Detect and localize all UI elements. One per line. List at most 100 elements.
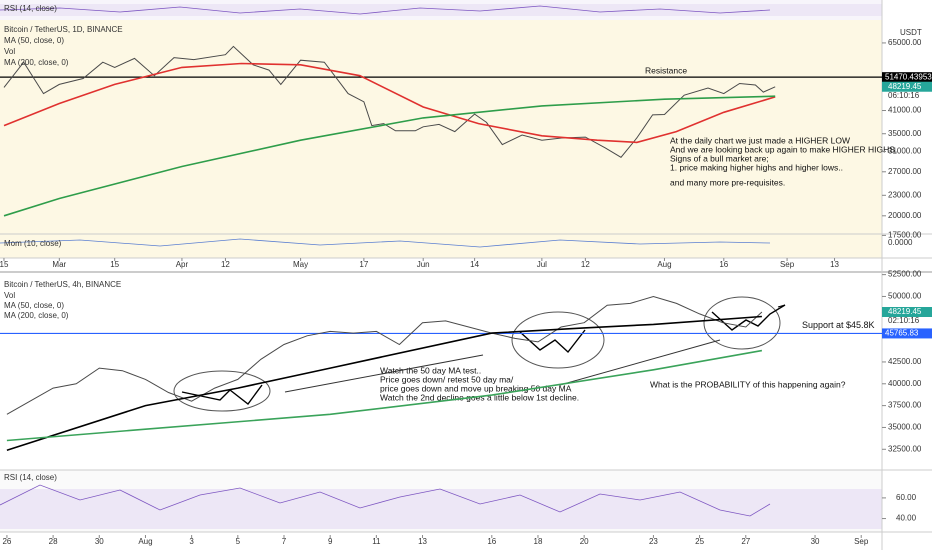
x-tick-label: 15 [110, 260, 119, 269]
y-tick-label: 52500.00 [888, 270, 922, 279]
rsi-tick-label: 60.00 [896, 493, 917, 502]
rsi-label: RSI (14, close) [4, 473, 57, 482]
question: What is the PROBABILITY of this happenin… [650, 379, 846, 389]
price-panel [0, 20, 882, 234]
series-line [3, 45, 776, 158]
annotation-line: 1. price making higher highs and higher … [670, 162, 843, 172]
x-tick-label: 9 [328, 537, 333, 546]
pattern-path [711, 304, 786, 331]
annotation-line: Price goes down/ retest 50 day ma/ [380, 374, 514, 384]
last-price-label: 48219.45 [888, 307, 922, 316]
support-marker [882, 328, 932, 339]
last-price-label: 48219.45 [888, 82, 922, 91]
legend-ma200: MA (200, close, 0) [4, 311, 69, 320]
x-tick-label: Aug [657, 260, 671, 269]
rsi-line [0, 5, 771, 15]
x-tick-label: 26 [2, 537, 11, 546]
y-tick-label: 35000.00 [888, 129, 922, 138]
x-tick-label: 17 [359, 260, 368, 269]
x-tick-label: May [293, 260, 308, 269]
x-tick-label: 3 [189, 537, 194, 546]
legend-vol: Vol [4, 47, 15, 56]
x-tick-label: 18 [534, 537, 543, 546]
last-price-marker [882, 307, 932, 318]
mom-axis-label: 0.0000 [888, 238, 913, 247]
mom-panel [0, 234, 882, 258]
y-tick-label: 41000.00 [888, 106, 922, 115]
y-tick-label: 35000.00 [888, 423, 922, 432]
y-tick-label: 32500.00 [888, 444, 922, 453]
annotation-line: price goes down and move up breaking 50 … [380, 383, 572, 393]
x-tick-label: 16 [487, 537, 496, 546]
ellipse [173, 370, 271, 412]
x-tick-label: Sep [780, 260, 795, 269]
legend-vol: Vol [4, 291, 15, 300]
rsi-label: RSI (14, close) [4, 4, 57, 13]
x-tick-label: 11 [372, 537, 381, 546]
support-value-label: 45765.83 [885, 329, 919, 338]
y-tick-label: 65000.00 [888, 38, 922, 47]
y-tick-label: 42500.00 [888, 357, 922, 366]
y-tick-label: 50000.00 [888, 292, 922, 301]
series-line [3, 62, 776, 144]
x-tick-label: 7 [282, 537, 287, 546]
annotation: Watch the 50 day MA test.. Price goes do… [380, 365, 846, 402]
legend-title: Bitcoin / TetherUS, 4h, BINANCE [4, 280, 121, 289]
y-tick-label: 27000.00 [888, 167, 922, 176]
legend-ma50: MA (50, close, 0) [4, 36, 64, 45]
resistance-label: Resistance [645, 65, 687, 75]
series-line [6, 349, 763, 442]
x-tick-label: 16 [719, 260, 728, 269]
x-tick-label: 28 [49, 537, 58, 546]
support-label: Support at $45.8K [802, 320, 875, 330]
x-tick-label: 30 [95, 537, 104, 546]
x-tick-label: Apr [176, 260, 189, 269]
pattern-path [519, 329, 586, 354]
x-tick-label: 30 [811, 537, 820, 546]
x-tick-label: 20 [580, 537, 589, 546]
mom-label: Mom (10, close) [4, 239, 62, 248]
x-tick-label: 27 [741, 537, 750, 546]
y-tick-label: 37500.00 [888, 401, 922, 410]
pattern-path [181, 384, 263, 405]
annotation-line: Watch the 50 day MA test.. [380, 365, 481, 375]
x-tick-label: Jun [417, 260, 430, 269]
x-tick-label: 12 [581, 260, 590, 269]
x-tick-label: Sep [854, 537, 869, 546]
annotation-line: and many more pre-requisites. [670, 177, 785, 187]
arrow [559, 339, 721, 386]
rsi-band [0, 4, 882, 16]
resistance-marker [882, 72, 932, 83]
legend-title: Bitcoin / TetherUS, 1D, BINANCE [4, 25, 123, 34]
y-tick-label: 23000.00 [888, 190, 922, 199]
x-tick-label: 12 [221, 260, 230, 269]
ellipse [703, 296, 781, 350]
y-tick-label: 17500.00 [888, 231, 922, 240]
rsi-band [0, 489, 882, 529]
series-line [6, 295, 763, 415]
x-tick-label: 25 [695, 537, 704, 546]
rsi-line [0, 484, 771, 517]
countdown: 06:10:16 [888, 91, 920, 100]
annotation: At the daily chart we just made a HIGHER… [670, 135, 897, 187]
x-tick-label: 13 [418, 537, 427, 546]
annotation-line: At the daily chart we just made a HIGHER… [670, 135, 850, 145]
rsi-tick-label: 40.00 [896, 514, 917, 523]
x-tick-label: Jul [537, 260, 547, 269]
x-tick-label: Aug [138, 537, 152, 546]
legend-ma50: MA (50, close, 0) [4, 301, 64, 310]
x-tick-label: Mar [52, 260, 66, 269]
y-tick-label: 20000.00 [888, 211, 922, 220]
currency: USDT [900, 28, 922, 37]
y-tick-label: 40000.00 [888, 379, 922, 388]
x-tick-label: 13 [830, 260, 839, 269]
x-tick-label: 15 [0, 260, 9, 269]
x-tick-label: 23 [649, 537, 658, 546]
ellipse [511, 311, 605, 369]
x-tick-label: 5 [236, 537, 241, 546]
series-line [3, 95, 776, 217]
arrow-head [777, 304, 786, 308]
annotation-line: And we are looking back up again to make… [670, 144, 897, 154]
resistance-value-label: 51470.43953 [885, 72, 932, 81]
